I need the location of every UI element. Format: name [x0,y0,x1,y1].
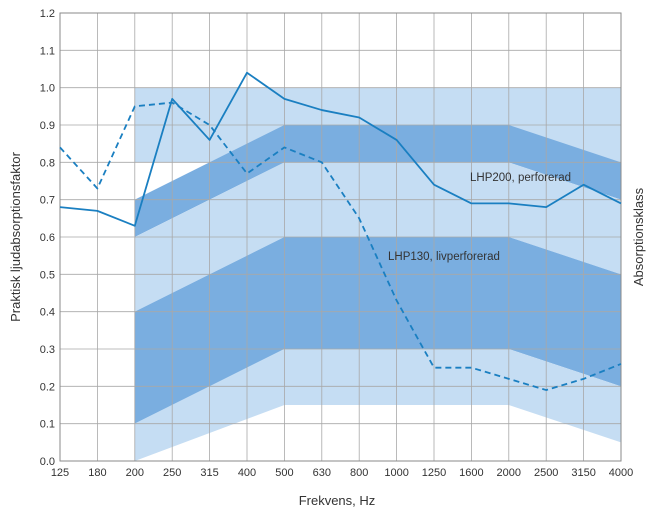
y-tick-label: 0.7 [40,195,55,207]
plot-frame [59,12,622,462]
y-tick-labels: 0.0 0.1 0.2 0.3 0.4 0.5 0.6 0.7 0.8 0.9 1.0 1.1 1.2 [40,8,55,468]
series-line-0 [59,71,622,227]
x-tick-label: 1250 [422,467,446,479]
x-tick-label: 315 [200,467,218,479]
y-tick-label: 0.1 [40,419,55,431]
series-label-lhp130: LHP130, livperforerad [388,251,500,263]
x-tick-label: 2000 [497,467,521,479]
x-tick-label: 630 [313,467,331,479]
y-axis-title: Praktisk ljudabsorptionsfaktor [8,151,23,321]
y-tick-label: 0.8 [40,157,55,169]
series-label-lhp200: LHP200, perforerad [470,172,571,184]
y-tick-label: 1.0 [40,83,55,95]
y-tick-label: 1.2 [40,8,55,20]
x-tick-label: 180 [88,467,106,479]
absorption-band-1 [134,125,622,237]
y-axis-title-right: Absorptionsklass [631,187,646,286]
series-lines [59,71,622,391]
x-tick-label: 400 [238,467,256,479]
x-tick-label: 800 [350,467,368,479]
absorption-band-3 [134,237,622,424]
x-tick-labels: 125 180 200 250 315 400 500 630 800 1000 1250 1600 2… [51,467,633,479]
y-tick-label: 0.3 [40,344,55,356]
x-tick-label: 4000 [609,467,633,479]
series-line-1 [59,101,622,391]
y-tick-label: 0.0 [40,456,55,468]
x-axis-title: Frekvens, Hz [299,493,376,508]
y-tick-label: 1.1 [40,45,55,57]
y-tick-label: 0.6 [40,232,55,244]
x-tick-label: 200 [126,467,144,479]
x-tick-label: 3150 [571,467,595,479]
x-tick-label: 1600 [459,467,483,479]
y-tick-label: 0.4 [40,307,55,319]
x-tick-label: 250 [163,467,181,479]
x-tick-label: 2500 [534,467,558,479]
y-tick-label: 0.9 [40,120,55,132]
y-tick-label: 0.5 [40,269,55,281]
x-tick-label: 500 [275,467,293,479]
y-tick-label: 0.2 [40,381,55,393]
x-tick-label: 1000 [384,467,408,479]
x-tick-label: 125 [51,467,69,479]
